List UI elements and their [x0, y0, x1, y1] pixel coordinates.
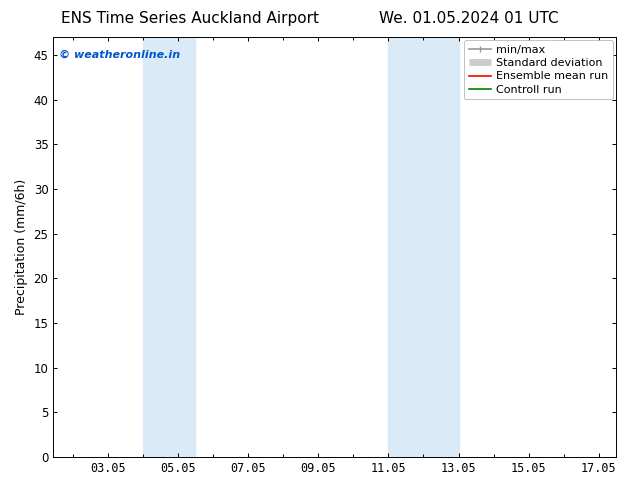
- Text: ENS Time Series Auckland Airport: ENS Time Series Auckland Airport: [61, 11, 319, 26]
- Text: We. 01.05.2024 01 UTC: We. 01.05.2024 01 UTC: [379, 11, 559, 26]
- Bar: [143, 37, 195, 457]
- Text: © weatheronline.in: © weatheronline.in: [59, 49, 180, 60]
- Y-axis label: Precipitation (mm/6h): Precipitation (mm/6h): [15, 179, 28, 315]
- Bar: [389, 37, 458, 457]
- Legend: min/max, Standard deviation, Ensemble mean run, Controll run: min/max, Standard deviation, Ensemble me…: [464, 40, 613, 99]
